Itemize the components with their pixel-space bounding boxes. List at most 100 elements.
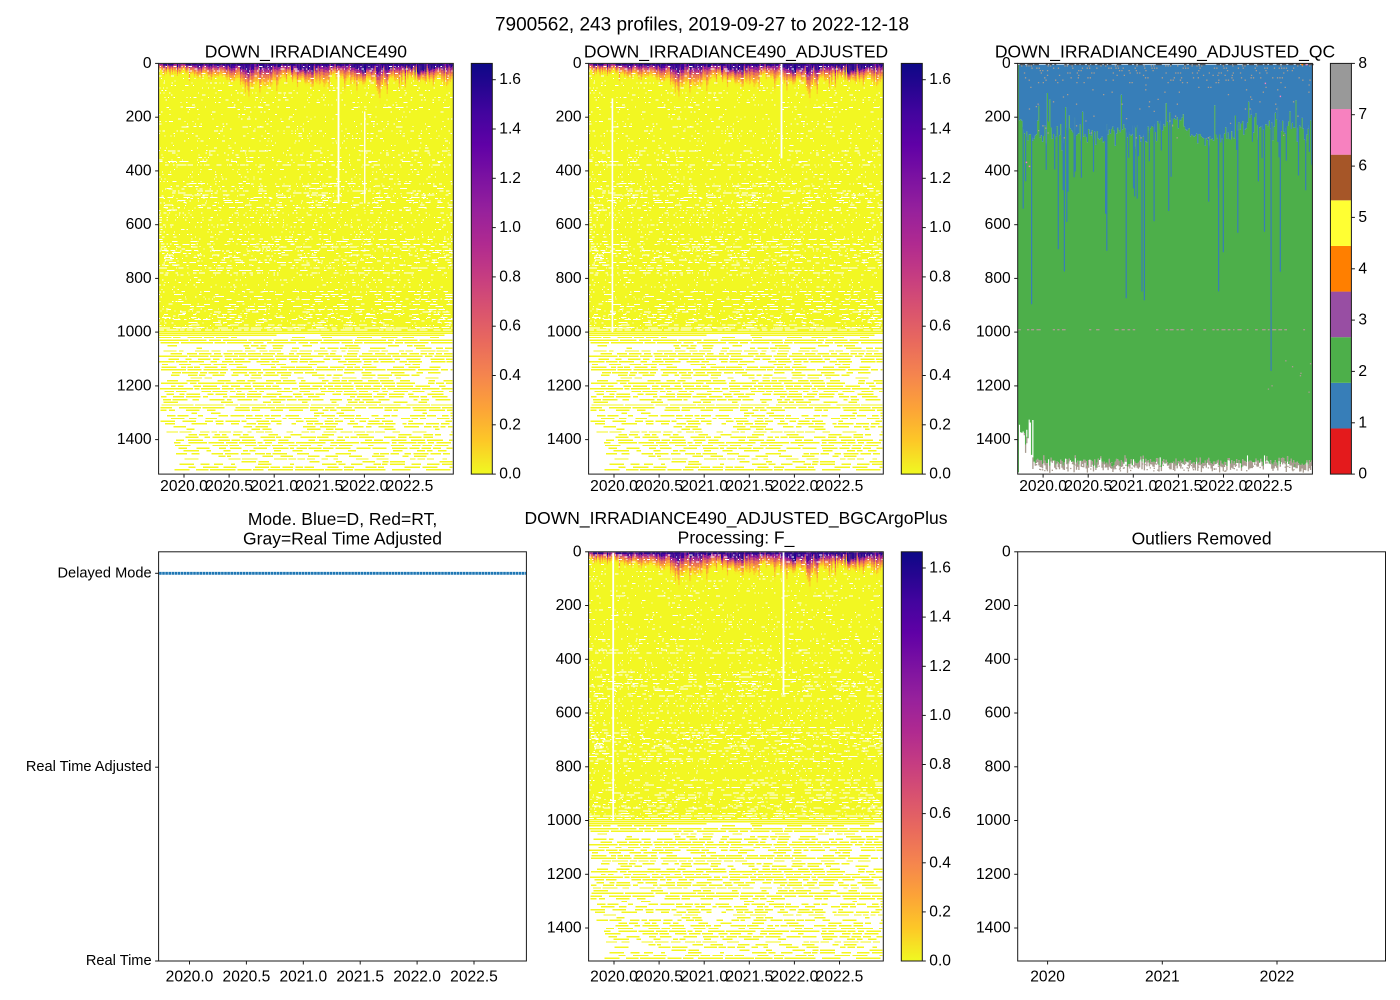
svg-text:1.0: 1.0 (929, 707, 951, 724)
svg-text:1.6: 1.6 (929, 560, 951, 577)
svg-text:200: 200 (126, 109, 152, 126)
svg-text:2021.5: 2021.5 (725, 478, 773, 495)
svg-text:1200: 1200 (976, 866, 1011, 883)
svg-text:2022.5: 2022.5 (1245, 478, 1293, 495)
svg-text:0.6: 0.6 (929, 805, 951, 822)
svg-text:1200: 1200 (976, 377, 1011, 394)
svg-text:1.2: 1.2 (499, 170, 521, 187)
svg-text:0: 0 (1002, 543, 1011, 560)
svg-text:0: 0 (1002, 55, 1011, 72)
svg-text:2022.0: 2022.0 (393, 969, 441, 986)
svg-text:Outliers Removed: Outliers Removed (1132, 529, 1272, 549)
svg-text:400: 400 (556, 651, 582, 668)
svg-text:Real Time Adjusted: Real Time Adjusted (26, 759, 152, 775)
svg-text:5: 5 (1358, 209, 1367, 226)
svg-text:200: 200 (985, 597, 1011, 614)
svg-text:0.8: 0.8 (929, 756, 951, 773)
svg-text:DOWN_IRRADIANCE490_ADJUSTED_QC: DOWN_IRRADIANCE490_ADJUSTED_QC (995, 42, 1335, 63)
svg-text:600: 600 (556, 705, 582, 722)
svg-text:2022.0: 2022.0 (771, 969, 819, 986)
svg-text:0.6: 0.6 (929, 318, 951, 335)
svg-text:2021: 2021 (1145, 969, 1180, 986)
svg-text:0.8: 0.8 (499, 268, 521, 285)
svg-text:2020: 2020 (1030, 969, 1065, 986)
svg-text:2020.5: 2020.5 (635, 478, 683, 495)
svg-text:1400: 1400 (117, 431, 152, 448)
svg-text:2020.0: 2020.0 (1019, 478, 1067, 495)
svg-text:0: 0 (143, 55, 152, 72)
svg-text:2020.0: 2020.0 (160, 478, 208, 495)
svg-text:0.0: 0.0 (929, 953, 951, 970)
svg-text:DOWN_IRRADIANCE490_ADJUSTED_BG: DOWN_IRRADIANCE490_ADJUSTED_BGCArgoPlus (524, 508, 947, 529)
svg-text:0: 0 (573, 55, 582, 72)
svg-text:800: 800 (985, 758, 1011, 775)
svg-text:7900562, 243 profiles, 2019-09: 7900562, 243 profiles, 2019-09-27 to 202… (495, 15, 909, 36)
svg-text:Real Time: Real Time (86, 953, 152, 969)
svg-text:7: 7 (1358, 106, 1367, 123)
svg-text:Processing: F_: Processing: F_ (678, 528, 795, 549)
svg-text:1400: 1400 (976, 920, 1011, 937)
svg-text:1.0: 1.0 (929, 219, 951, 236)
svg-text:2022.5: 2022.5 (816, 478, 864, 495)
svg-text:0.4: 0.4 (929, 367, 951, 384)
svg-text:2022.0: 2022.0 (1200, 478, 1248, 495)
svg-text:1.4: 1.4 (499, 121, 521, 138)
svg-text:6: 6 (1358, 158, 1367, 175)
svg-text:2022.5: 2022.5 (450, 969, 498, 986)
svg-text:0.2: 0.2 (499, 416, 521, 433)
svg-text:600: 600 (985, 216, 1011, 233)
svg-text:1400: 1400 (976, 431, 1011, 448)
svg-text:1.0: 1.0 (499, 219, 521, 236)
svg-text:2021.0: 2021.0 (250, 478, 298, 495)
svg-text:2020.5: 2020.5 (1064, 478, 1112, 495)
svg-text:2020.5: 2020.5 (205, 478, 253, 495)
svg-text:1.2: 1.2 (929, 170, 951, 187)
svg-text:200: 200 (556, 109, 582, 126)
svg-text:1000: 1000 (117, 324, 152, 341)
svg-text:2020.5: 2020.5 (223, 969, 271, 986)
svg-text:2022: 2022 (1260, 969, 1295, 986)
svg-text:2022.5: 2022.5 (816, 969, 864, 986)
svg-text:1.4: 1.4 (929, 121, 951, 138)
svg-text:DOWN_IRRADIANCE490: DOWN_IRRADIANCE490 (205, 42, 408, 63)
svg-text:800: 800 (985, 270, 1011, 287)
svg-text:1200: 1200 (547, 377, 582, 394)
svg-text:2020.0: 2020.0 (590, 478, 638, 495)
svg-text:Gray=Real Time Adjusted: Gray=Real Time Adjusted (243, 529, 442, 549)
svg-text:3: 3 (1358, 312, 1367, 329)
svg-text:1000: 1000 (547, 812, 582, 829)
svg-text:800: 800 (126, 270, 152, 287)
svg-text:1400: 1400 (547, 920, 582, 937)
svg-text:1000: 1000 (547, 324, 582, 341)
svg-text:1: 1 (1358, 414, 1367, 431)
svg-text:2021.0: 2021.0 (279, 969, 327, 986)
svg-text:200: 200 (556, 597, 582, 614)
svg-text:1200: 1200 (117, 377, 152, 394)
svg-text:0.8: 0.8 (929, 268, 951, 285)
svg-text:2020.0: 2020.0 (590, 969, 638, 986)
svg-text:2021.0: 2021.0 (1109, 478, 1157, 495)
svg-text:DOWN_IRRADIANCE490_ADJUSTED: DOWN_IRRADIANCE490_ADJUSTED (584, 42, 888, 63)
svg-text:0.0: 0.0 (929, 466, 951, 483)
svg-text:0.0: 0.0 (499, 466, 521, 483)
svg-text:2022.0: 2022.0 (771, 478, 819, 495)
svg-text:0.2: 0.2 (929, 903, 951, 920)
svg-text:1000: 1000 (976, 812, 1011, 829)
svg-text:2020.0: 2020.0 (166, 969, 214, 986)
svg-text:0.2: 0.2 (929, 416, 951, 433)
svg-text:200: 200 (985, 109, 1011, 126)
svg-text:1.6: 1.6 (929, 71, 951, 88)
svg-text:4: 4 (1358, 260, 1367, 277)
svg-text:0.4: 0.4 (929, 854, 951, 871)
svg-text:800: 800 (556, 758, 582, 775)
svg-text:600: 600 (985, 705, 1011, 722)
svg-text:2021.5: 2021.5 (336, 969, 384, 986)
svg-text:400: 400 (556, 162, 582, 179)
svg-text:0: 0 (1358, 466, 1367, 483)
svg-text:0.4: 0.4 (499, 367, 521, 384)
svg-text:2022.5: 2022.5 (386, 478, 434, 495)
svg-text:800: 800 (556, 270, 582, 287)
svg-text:1.4: 1.4 (929, 609, 951, 626)
svg-text:2021.5: 2021.5 (1155, 478, 1203, 495)
svg-text:400: 400 (126, 162, 152, 179)
